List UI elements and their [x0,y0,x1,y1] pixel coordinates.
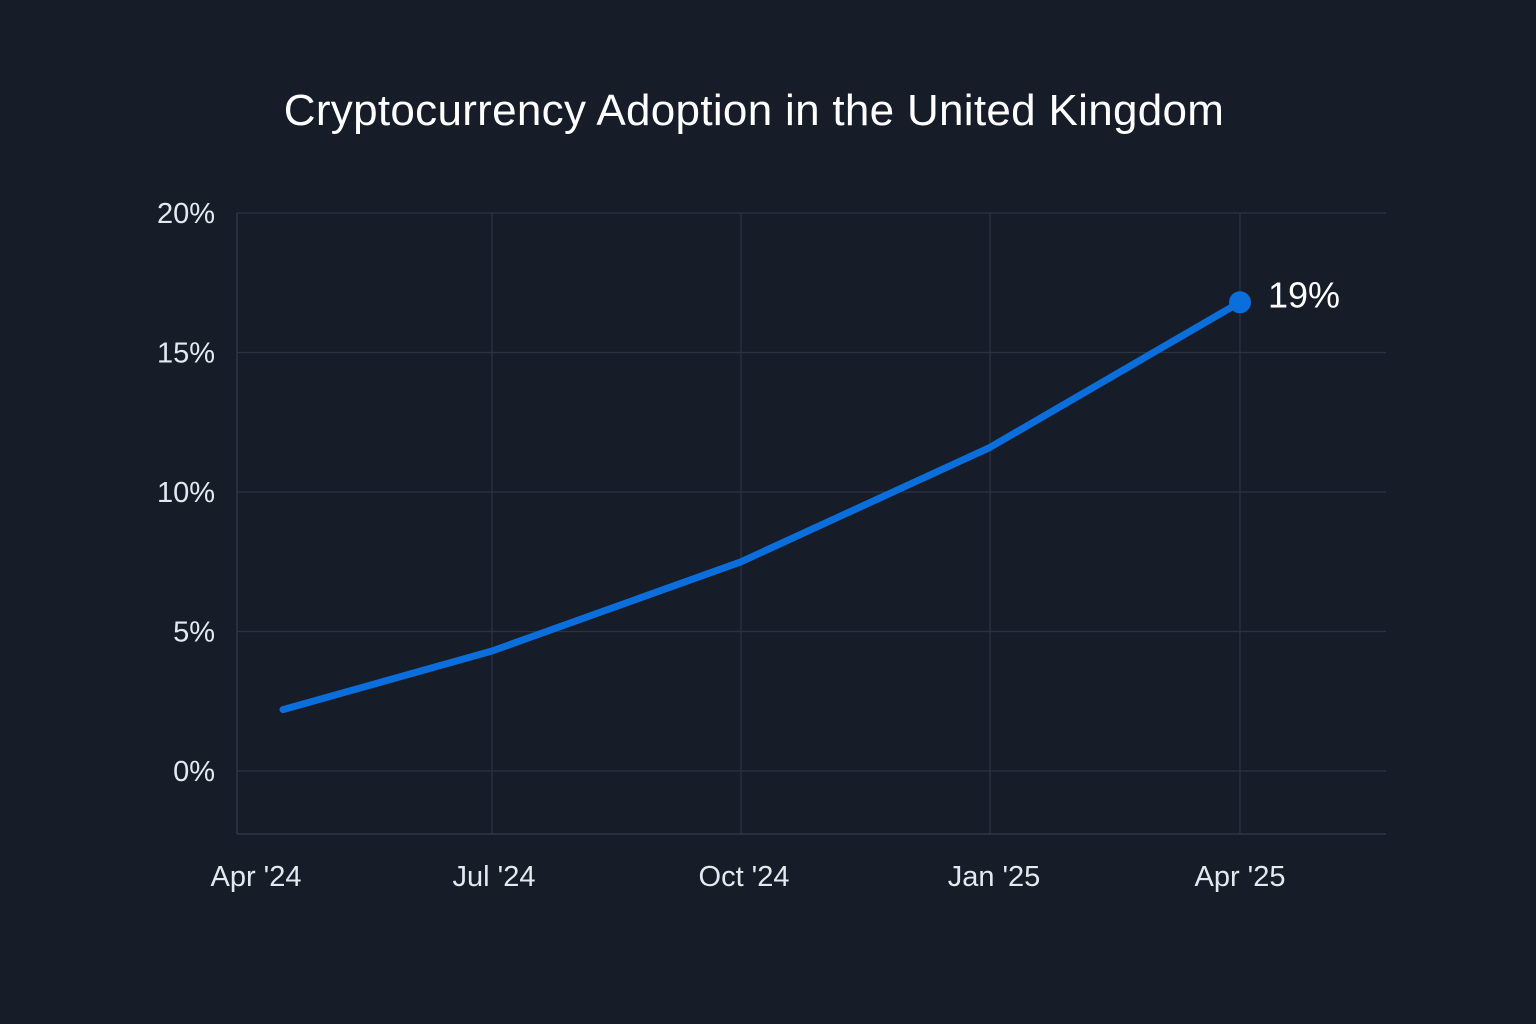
axes [236,213,1386,835]
series-line [279,298,1244,714]
x-axis-tick-labels: Apr '24 Jul '24 Oct '24 Jan '25 Apr '25 [211,861,1286,893]
series-layer [279,291,1251,714]
grid-lines [237,212,1386,834]
y-tick-label: 5% [173,617,215,649]
y-tick-label: 0% [173,756,215,788]
x-tick-label: Jan '25 [948,861,1041,893]
end-point-marker [1229,291,1251,314]
y-tick-label: 15% [157,338,215,370]
y-tick-label: 10% [157,477,215,509]
y-tick-label: 20% [157,198,215,230]
y-axis-tick-labels: 0% 5% 10% 15% 20% [157,198,215,788]
x-tick-label: Apr '25 [1195,861,1286,893]
end-value-label: 19% [1268,274,1340,315]
data-labels: 19% [1268,274,1340,315]
x-tick-label: Jul '24 [453,861,536,893]
x-tick-label: Apr '24 [211,861,302,893]
x-tick-label: Oct '24 [699,861,790,893]
chart-title: Cryptocurrency Adoption in the United Ki… [283,86,1225,135]
